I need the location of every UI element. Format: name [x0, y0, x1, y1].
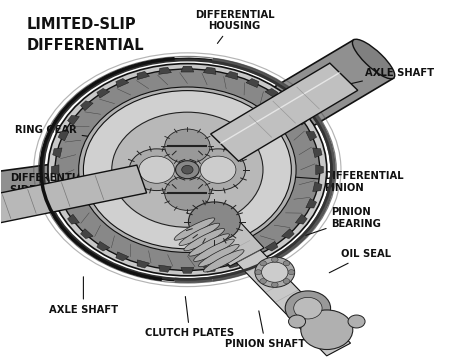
- Polygon shape: [313, 148, 322, 157]
- Text: DIFFERENTIAL
PINION: DIFFERENTIAL PINION: [271, 171, 404, 193]
- Ellipse shape: [189, 234, 229, 256]
- Circle shape: [48, 64, 327, 276]
- Polygon shape: [295, 214, 307, 224]
- Text: CLUTCH PLATES: CLUTCH PLATES: [145, 296, 234, 338]
- Polygon shape: [246, 252, 259, 261]
- Polygon shape: [81, 101, 93, 111]
- Polygon shape: [316, 165, 323, 175]
- Polygon shape: [181, 66, 194, 72]
- Polygon shape: [265, 88, 278, 98]
- Polygon shape: [97, 88, 110, 98]
- Polygon shape: [116, 252, 129, 261]
- Ellipse shape: [184, 229, 225, 251]
- Polygon shape: [0, 165, 146, 227]
- Polygon shape: [181, 268, 194, 273]
- Circle shape: [255, 257, 295, 287]
- Circle shape: [283, 279, 290, 284]
- Circle shape: [272, 257, 278, 262]
- Ellipse shape: [179, 223, 219, 245]
- Circle shape: [260, 279, 266, 284]
- Polygon shape: [58, 131, 69, 141]
- Circle shape: [164, 129, 210, 164]
- Polygon shape: [261, 40, 393, 134]
- Circle shape: [83, 91, 292, 249]
- Ellipse shape: [199, 244, 239, 267]
- Circle shape: [272, 282, 278, 287]
- Polygon shape: [282, 101, 294, 111]
- Circle shape: [289, 315, 306, 328]
- Circle shape: [283, 261, 290, 266]
- Polygon shape: [159, 67, 172, 74]
- Circle shape: [255, 270, 262, 275]
- Text: DIFFERENTIAL
HOUSING: DIFFERENTIAL HOUSING: [195, 10, 274, 43]
- Circle shape: [79, 87, 296, 252]
- Polygon shape: [51, 165, 59, 175]
- Polygon shape: [306, 199, 317, 208]
- Polygon shape: [295, 115, 307, 125]
- Polygon shape: [210, 63, 358, 161]
- Circle shape: [285, 291, 330, 325]
- Circle shape: [189, 202, 240, 242]
- Circle shape: [112, 112, 263, 227]
- Circle shape: [294, 297, 322, 319]
- Polygon shape: [53, 148, 62, 157]
- Polygon shape: [67, 115, 80, 125]
- Polygon shape: [265, 242, 278, 251]
- Ellipse shape: [194, 239, 234, 261]
- Polygon shape: [194, 206, 351, 356]
- Circle shape: [260, 261, 266, 266]
- Polygon shape: [81, 229, 93, 239]
- Circle shape: [301, 310, 353, 349]
- Ellipse shape: [174, 218, 215, 240]
- Polygon shape: [203, 265, 216, 272]
- Text: RING GEAR: RING GEAR: [15, 125, 92, 137]
- Text: AXLE SHAFT: AXLE SHAFT: [49, 277, 118, 314]
- Polygon shape: [67, 214, 80, 224]
- Polygon shape: [97, 242, 110, 251]
- Circle shape: [191, 149, 246, 191]
- Polygon shape: [53, 182, 62, 191]
- Polygon shape: [116, 78, 129, 88]
- Polygon shape: [225, 260, 238, 268]
- Text: AXLE SHAFT: AXLE SHAFT: [339, 68, 434, 86]
- Circle shape: [288, 270, 295, 275]
- Circle shape: [129, 149, 184, 191]
- Circle shape: [55, 69, 319, 270]
- Polygon shape: [58, 199, 69, 208]
- Polygon shape: [189, 204, 264, 266]
- Polygon shape: [306, 131, 317, 141]
- Ellipse shape: [352, 39, 395, 79]
- Polygon shape: [137, 260, 149, 268]
- Circle shape: [201, 156, 236, 183]
- Circle shape: [164, 176, 210, 210]
- Polygon shape: [159, 265, 172, 272]
- Polygon shape: [282, 229, 294, 239]
- Text: DIFFERENTIAL
SIDE GEARS: DIFFERENTIAL SIDE GEARS: [10, 173, 111, 195]
- Circle shape: [182, 165, 193, 174]
- Circle shape: [348, 315, 365, 328]
- Polygon shape: [0, 162, 76, 225]
- Polygon shape: [313, 182, 322, 191]
- Text: LIMITED-SLIP: LIMITED-SLIP: [27, 17, 137, 32]
- Polygon shape: [137, 71, 149, 79]
- Circle shape: [262, 262, 288, 282]
- Text: DIFFERENTIAL: DIFFERENTIAL: [27, 39, 144, 53]
- Polygon shape: [246, 78, 259, 88]
- Circle shape: [175, 161, 199, 179]
- Ellipse shape: [203, 250, 244, 272]
- Circle shape: [139, 156, 174, 183]
- Text: PINION
BEARING: PINION BEARING: [306, 208, 382, 235]
- Polygon shape: [225, 71, 238, 79]
- Polygon shape: [203, 67, 216, 74]
- Text: PINION SHAFT: PINION SHAFT: [225, 311, 305, 349]
- Text: OIL SEAL: OIL SEAL: [329, 249, 391, 273]
